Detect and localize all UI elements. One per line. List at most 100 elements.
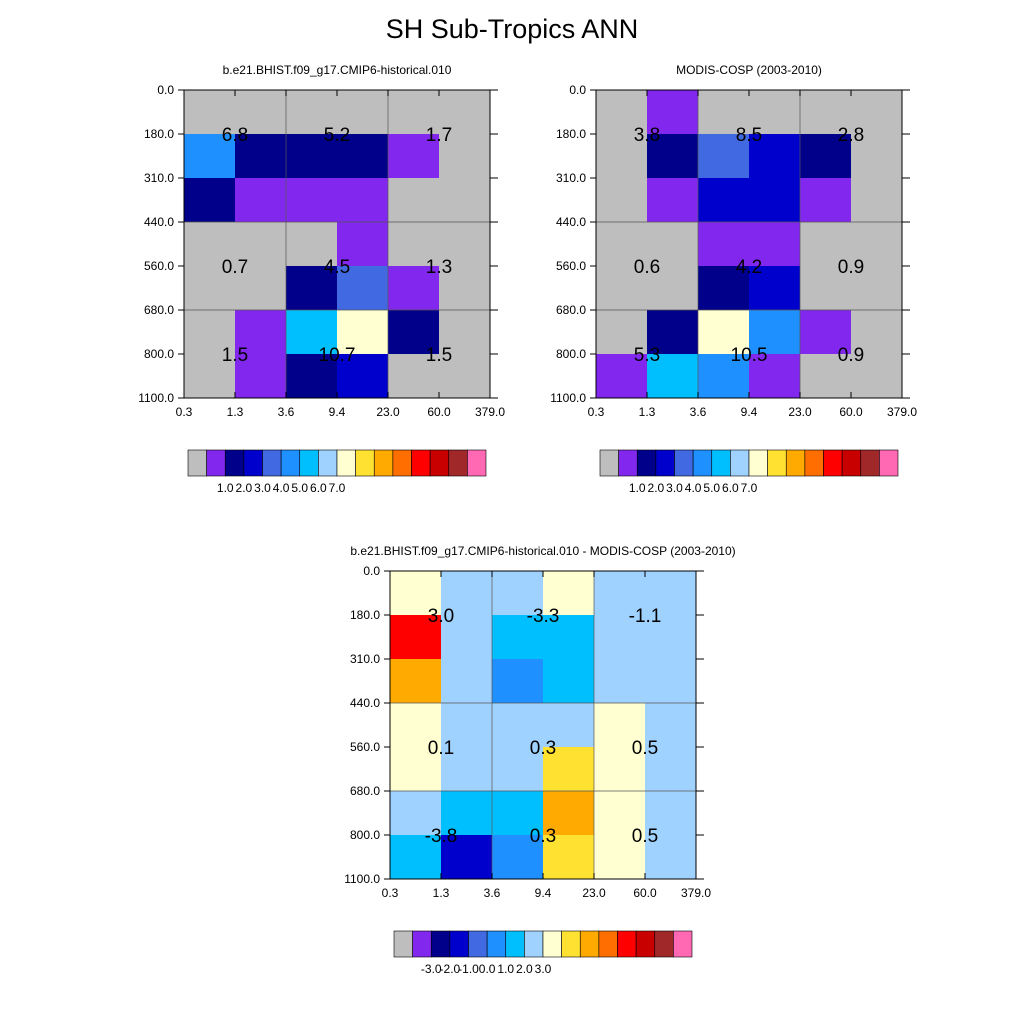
cell-value-label: 10.7: [319, 345, 356, 366]
histogram-cell: [698, 177, 750, 223]
cell-value-label: 6.8: [222, 125, 248, 146]
colorbar-swatch: [505, 930, 525, 958]
histogram-panel-obs: MODIS-COSP (2003-2010) 0.3 1.3 3.6 9.4 23.0 60…: [550, 63, 917, 495]
histogram-cell: [492, 791, 544, 836]
histogram-cell: [647, 134, 699, 179]
histogram-cell: [286, 353, 338, 399]
colorbar-swatch: [467, 449, 487, 477]
panel-title: MODIS-COSP (2003-2010): [676, 63, 822, 77]
histogram-cell: [594, 746, 646, 792]
histogram-cell: [851, 177, 903, 223]
histogram-cell: [594, 834, 646, 880]
histogram-cell: [800, 310, 852, 355]
cell-value-label: 2.8: [838, 125, 864, 146]
cell-value-label: 8.5: [736, 125, 762, 146]
colorbar-label: 6.0: [722, 481, 739, 495]
y-tick-label: 0.0: [569, 83, 586, 97]
histogram-cell: [337, 177, 389, 223]
colorbar-label: 1.0: [217, 481, 234, 495]
y-tick-label: 180.0: [350, 608, 380, 622]
histogram-cell: [388, 222, 440, 267]
y-tick-label: 310.0: [350, 652, 380, 666]
colorbar-swatch: [730, 449, 750, 477]
histogram-cell: [235, 265, 287, 311]
x-tick-label: 3.6: [484, 886, 501, 900]
histogram-cell: [647, 265, 699, 311]
y-tick-label: 440.0: [350, 696, 380, 710]
cell-value-label: 1.5: [222, 345, 248, 366]
colorbar-label: 2.0: [516, 962, 533, 976]
histogram-cell: [184, 134, 236, 179]
y-tick-label: 800.0: [556, 347, 586, 361]
cell-value-label: 4.2: [736, 257, 762, 278]
colorbar-label: 6.0: [310, 481, 327, 495]
cell-value-label: 0.5: [632, 826, 658, 847]
histogram-cell: [749, 134, 801, 179]
colorbar-swatch: [429, 449, 450, 477]
x-tick-label: 0.3: [588, 405, 605, 419]
histogram-cell: [184, 222, 236, 267]
colorbar-swatch: [243, 449, 263, 477]
histogram-cell: [645, 571, 697, 616]
histogram-cell: [492, 703, 544, 748]
histogram-cell: [337, 310, 389, 355]
y-tick-label: 680.0: [350, 784, 380, 798]
colorbar-swatch: [206, 449, 226, 477]
colorbar-swatch: [468, 930, 488, 958]
histogram-cell: [851, 134, 903, 179]
colorbar-swatch: [823, 449, 843, 477]
x-tick-label: 3.6: [690, 405, 707, 419]
x-tick-label: 1.3: [433, 886, 450, 900]
colorbar-swatch: [767, 449, 787, 477]
x-tick-label: 379.0: [681, 886, 711, 900]
histogram-cell: [594, 615, 646, 660]
histogram-cell: [492, 658, 544, 704]
histogram-cell: [184, 265, 236, 311]
colorbar-swatch: [411, 449, 431, 477]
colorbar-swatch: [448, 449, 468, 477]
colorbar-label: -3.0: [421, 962, 442, 976]
colorbar-swatch: [430, 930, 451, 958]
cell-value-label: 0.9: [838, 345, 864, 366]
histogram-cell: [800, 222, 852, 267]
histogram-cell: [439, 90, 491, 135]
colorbar-swatch: [412, 930, 432, 958]
y-tick-label: 560.0: [556, 259, 586, 273]
histogram-cell: [800, 90, 852, 135]
histogram-cell: [800, 353, 852, 399]
histogram-cell: [800, 265, 852, 311]
histogram-cell: [337, 134, 389, 179]
colorbar-swatch: [392, 449, 412, 477]
histogram-cell: [388, 177, 440, 223]
colorbar-swatch: [879, 449, 899, 477]
cell-value-label: 3.0: [428, 606, 454, 627]
cell-value-label: -3.8: [425, 826, 458, 847]
y-tick-label: 310.0: [556, 171, 586, 185]
cell-value-label: 10.5: [731, 345, 768, 366]
histogram-cell: [596, 310, 648, 355]
colorbar-swatch: [860, 449, 880, 477]
histogram-cell: [337, 353, 389, 399]
cell-value-label: 0.7: [222, 257, 248, 278]
histogram-cell: [645, 658, 697, 704]
colorbar-label: -1.0: [458, 962, 479, 976]
histogram-cell: [390, 658, 442, 704]
histogram-cell: [647, 353, 699, 399]
colorbar-label: 5.0: [291, 481, 308, 495]
histogram-cell: [388, 353, 440, 399]
colorbar-swatch: [841, 449, 862, 477]
cell-value-label: 5.2: [324, 125, 350, 146]
histogram-cell: [647, 90, 699, 135]
histogram-cell: [439, 353, 491, 399]
x-tick-label: 379.0: [887, 405, 917, 419]
colorbar-swatch: [318, 449, 338, 477]
histogram-cell: [439, 134, 491, 179]
y-tick-label: 1100.0: [138, 391, 174, 405]
histogram-cell: [594, 658, 646, 704]
histogram-cell: [698, 90, 750, 135]
colorbar-swatch: [187, 449, 207, 477]
y-tick-label: 180.0: [556, 127, 586, 141]
colorbar-swatch: [654, 930, 674, 958]
histogram-cell: [441, 703, 493, 748]
cell-value-label: 0.5: [632, 738, 658, 759]
